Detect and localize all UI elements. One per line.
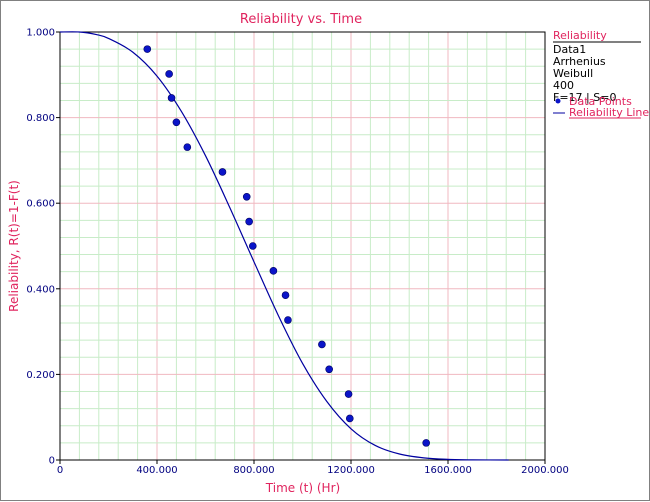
y-axis-label: Reliability, R(t)=1-F(t): [7, 180, 21, 312]
x-axis-label: Time (t) (Hr): [265, 481, 340, 495]
x-tick-label: 0: [57, 465, 63, 476]
legend-entry-reliability-line: Reliability Line: [569, 106, 649, 119]
legend-info-counts: F=17 | S=0: [553, 91, 616, 104]
data-point: [248, 242, 257, 250]
grid: [60, 32, 545, 460]
legend-info-data: Data1: [553, 43, 586, 56]
legend-entry-data-points: Data Points: [569, 95, 632, 108]
chart-title: Reliability vs. Time: [240, 12, 362, 27]
x-tick-label: 1600.000: [424, 465, 472, 476]
x-tick-label: 800.000: [233, 465, 274, 476]
data-point: [284, 316, 292, 324]
axis-ticks: 0 400.000 800.000 1200.000 1600.000 2000.000 0…: [26, 28, 569, 477]
plot-area: [59, 31, 546, 461]
y-tick-label: 1.000: [26, 28, 55, 39]
reliability-line-layer: [59, 31, 509, 461]
legend-info-model: Arrhenius: [553, 55, 606, 68]
data-point: [183, 143, 192, 151]
legend-points-swatch: [555, 98, 561, 104]
data-point: [318, 340, 326, 349]
data-point: [269, 267, 278, 275]
data-point: [167, 94, 176, 102]
x-tick-label: 400.000: [136, 465, 177, 476]
data-point: [143, 45, 152, 53]
data-point: [345, 414, 354, 423]
data-point: [165, 70, 173, 78]
legend-info-distribution: Weibull: [553, 67, 593, 80]
x-tick-label: 2000.000: [521, 465, 569, 476]
y-tick-label: 0.400: [26, 284, 55, 295]
legend-info-stress: 400: [553, 79, 574, 92]
data-point: [344, 390, 353, 398]
y-tick-label: 0: [49, 456, 55, 467]
legend: Reliability Data1 Arrhenius Weibull 400 …: [553, 29, 649, 119]
data-point: [325, 365, 333, 374]
data-point: [281, 291, 290, 300]
x-tick-label: 1200.000: [327, 465, 375, 476]
y-tick-label: 0.600: [26, 199, 55, 210]
data-point: [422, 439, 430, 447]
data-points-layer: [143, 45, 430, 447]
data-point: [242, 192, 251, 201]
data-point: [172, 118, 181, 127]
reliability-line: [59, 31, 509, 461]
y-tick-label: 0.200: [26, 370, 55, 381]
y-tick-label: 0.800: [26, 113, 55, 124]
legend-title: Reliability: [553, 29, 607, 42]
data-point: [245, 217, 253, 226]
data-point: [218, 168, 227, 176]
